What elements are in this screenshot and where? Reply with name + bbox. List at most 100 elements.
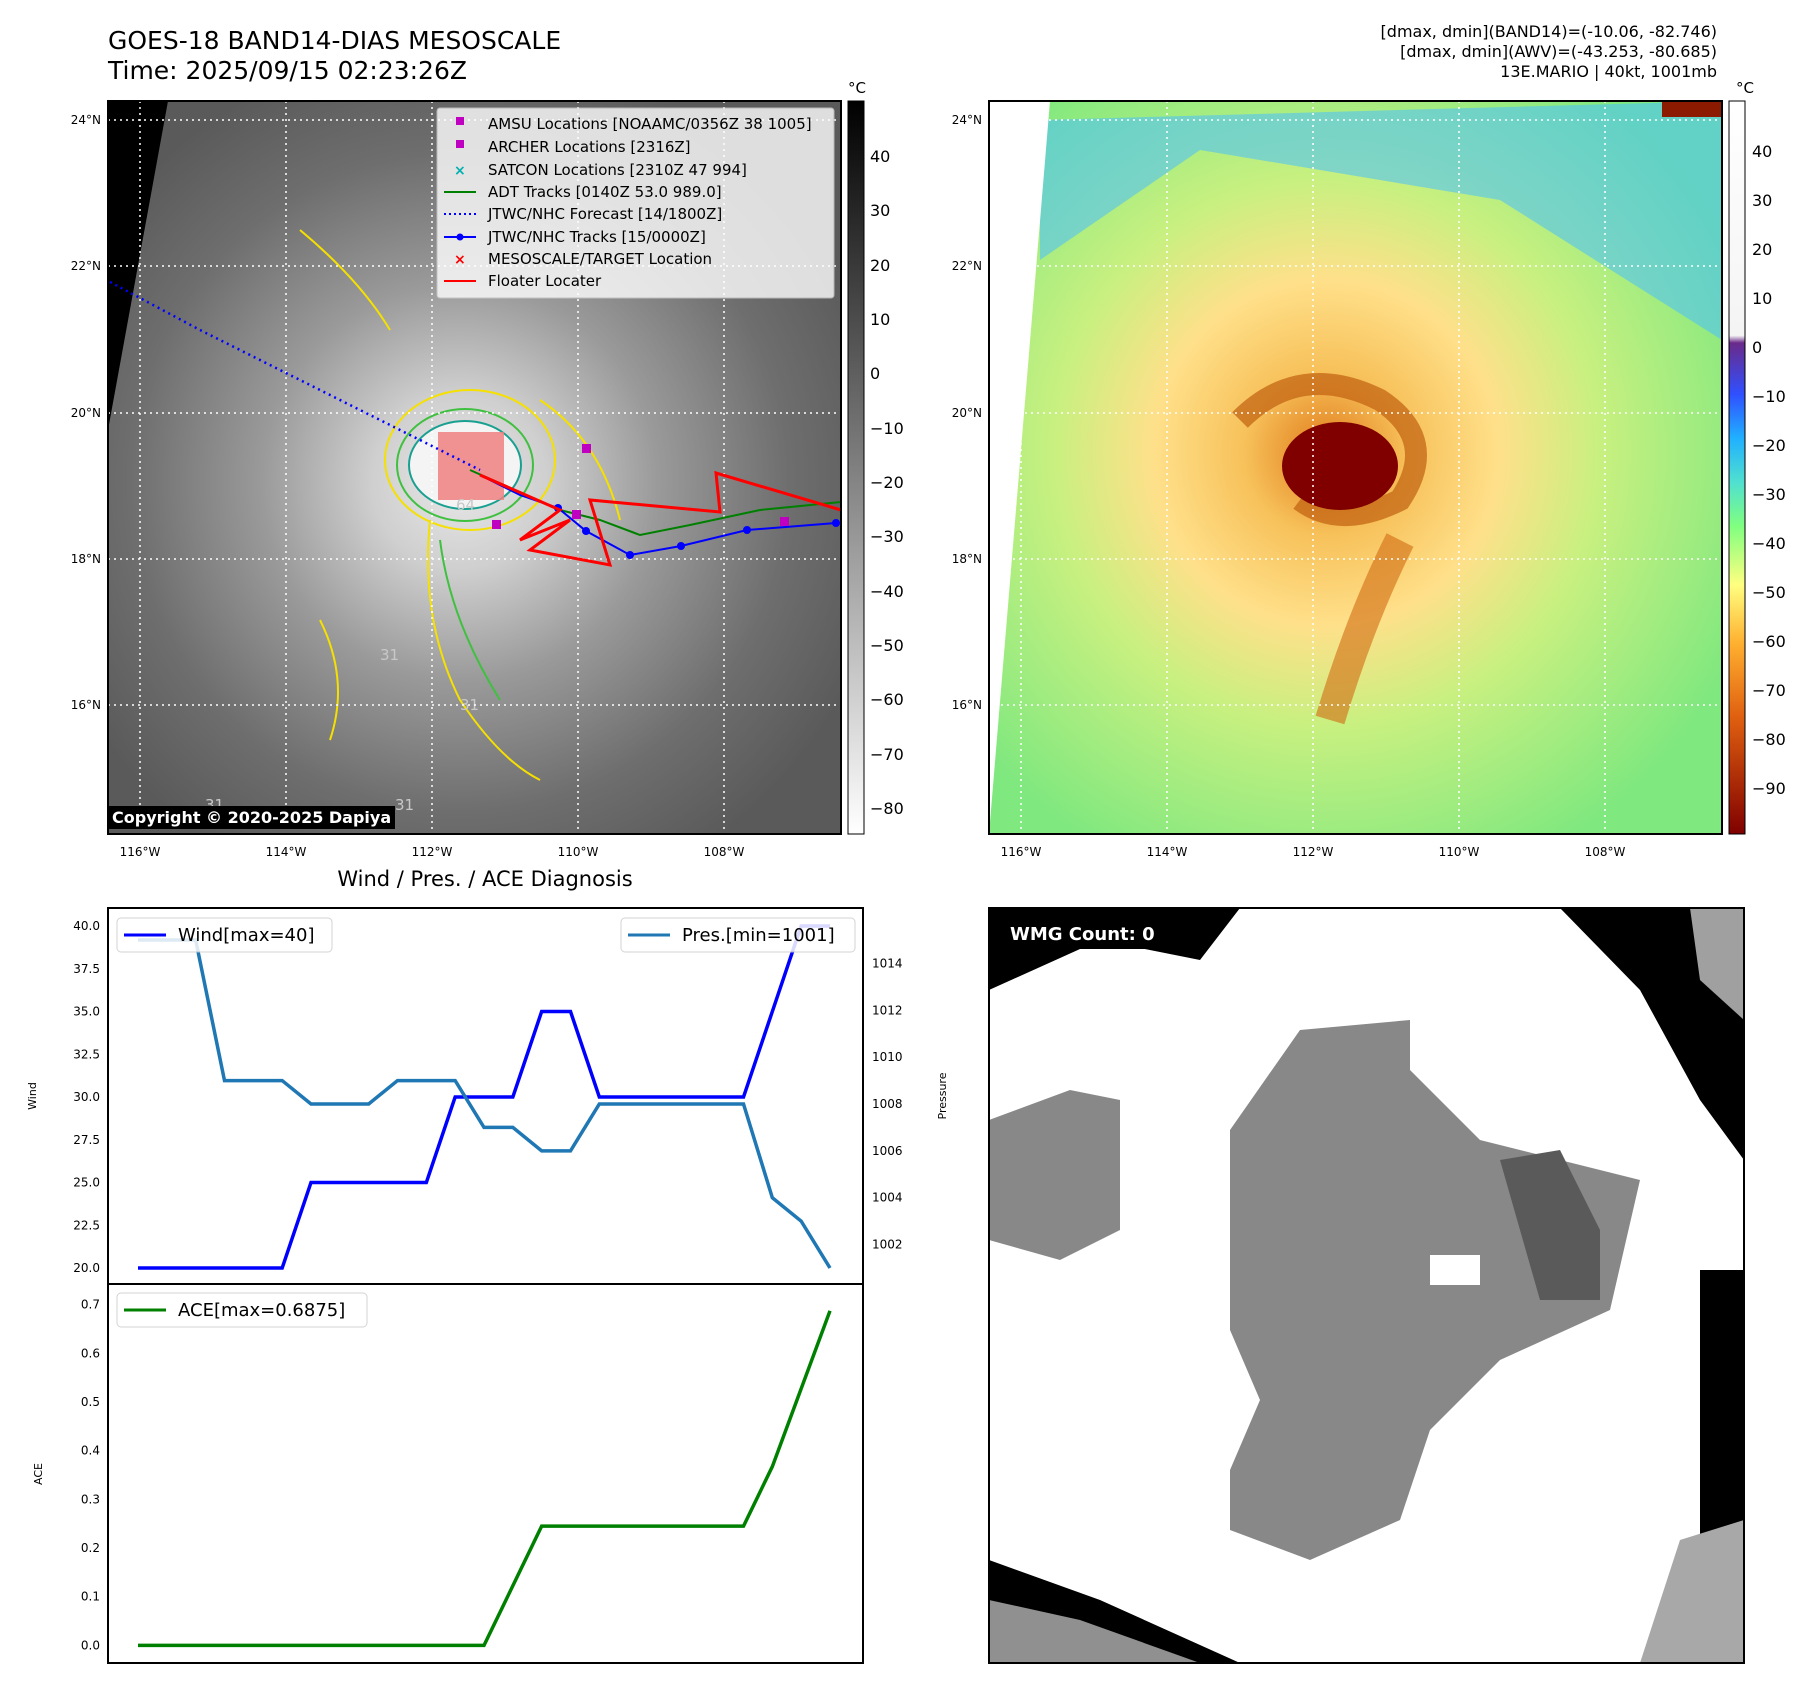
- wind-ytick: 40.0: [73, 919, 100, 933]
- awv-cbar-tick: −60: [1752, 632, 1786, 651]
- wmg-frame: [988, 907, 1745, 1664]
- wmg-dark-core: [1500, 1150, 1600, 1300]
- ir-cbar-tick: −20: [870, 473, 904, 492]
- awv-cbar-tick: −70: [1752, 681, 1786, 700]
- wind-legend: [116, 917, 333, 953]
- awv-lat-label: 20°N: [952, 406, 982, 420]
- awv-eye-cold: [1282, 422, 1398, 510]
- ir-legend: [436, 107, 835, 299]
- pressure-ytick: 1006: [872, 1144, 903, 1158]
- pressure-series-line: [138, 938, 832, 1269]
- legend-archer: ARCHER Locations [2316Z]: [488, 138, 691, 156]
- ace-ytick: 0.7: [81, 1298, 100, 1312]
- dmax-awv: [dmax, dmin](AWV)=(-43.253, -80.685): [1400, 42, 1717, 61]
- amsu-marker: [456, 117, 464, 125]
- legend-target: MESOSCALE/TARGET Location: [488, 250, 712, 268]
- legend-floater: Floater Locater: [488, 272, 602, 290]
- awv-lat-label: 24°N: [952, 113, 982, 127]
- wind-series-line: [138, 924, 830, 1270]
- pressure-ytick: 1008: [872, 1097, 903, 1111]
- title-line1: GOES-18 BAND14-DIAS MESOSCALE: [108, 26, 562, 55]
- awv-frame: [988, 100, 1723, 835]
- wmg-count-badge: WMG Count: 0: [1002, 920, 1163, 949]
- wmg-gray-corner-tr: [1690, 908, 1744, 1020]
- ir-lon-label: 108°W: [704, 845, 745, 859]
- ir-cbar-tick: −70: [870, 745, 904, 764]
- awv-cbar-tick: 0: [1752, 338, 1762, 357]
- awv-lat-label: 18°N: [952, 552, 982, 566]
- awv-spiral-band: [1232, 373, 1427, 526]
- awv-cbar-tick: −10: [1752, 387, 1786, 406]
- jtwc-track: [479, 474, 837, 557]
- ir-lat-label: 24°N: [71, 113, 101, 127]
- wind-legend-label: Wind[max=40]: [178, 925, 315, 946]
- legend-satcon: SATCON Locations [2310Z 47 994]: [488, 161, 747, 179]
- pressure-ytick: 1004: [872, 1191, 903, 1205]
- ir-lat-label: 18°N: [71, 552, 101, 566]
- pressure-ytick: 1014: [872, 956, 903, 970]
- ace-ytick: 0.6: [81, 1346, 100, 1360]
- ir-lat-label: 22°N: [71, 259, 101, 273]
- ir-cbar-tick: 40: [870, 147, 890, 166]
- pressure-yticks: 1014 1012 1010 1008 1006 1004 1002: [872, 956, 903, 1251]
- ir-lon-label: 112°W: [412, 845, 453, 859]
- awv-panel: °C 40 30 20 10 0 −10 −20 −30 −40 −50 −60…: [952, 79, 1786, 859]
- wmg-panel: [988, 907, 1745, 1664]
- awv-rain-band: [1315, 533, 1414, 725]
- ace-yticks: 0.7 0.6 0.5 0.4 0.3 0.2 0.1 0.0: [81, 1298, 100, 1653]
- awv-colorbar-ticks: 40 30 20 10 0 −10 −20 −30 −40 −50 −60 −7…: [1752, 142, 1786, 798]
- ace-legend-label: ACE[max=0.6875]: [178, 1300, 345, 1321]
- wmg-gray-corner-br: [1640, 1520, 1744, 1663]
- ir-cbar-tick: −60: [870, 690, 904, 709]
- ir-panel: 64 31 31 31 31: [71, 79, 904, 859]
- wind-ytick: 37.5: [73, 962, 100, 976]
- ir-cbar-tick: 10: [870, 310, 890, 329]
- wind-ytick: 32.5: [73, 1047, 100, 1061]
- title-line2: Time: 2025/09/15 02:23:26Z: [108, 56, 467, 85]
- legend-adt: ADT Tracks [0140Z 53.0 989.0]: [488, 183, 722, 201]
- ir-lat-label: 20°N: [71, 406, 101, 420]
- pressure-ytick: 1012: [872, 1003, 903, 1017]
- tracks-dot: [456, 233, 464, 241]
- ir-lon-label: 110°W: [558, 845, 599, 859]
- ir-cbar-tick: −30: [870, 527, 904, 546]
- wind-ytick: 22.5: [73, 1218, 100, 1232]
- archer-marker: [456, 140, 464, 148]
- diagnosis-title: Wind / Pres. / ACE Diagnosis: [337, 867, 632, 891]
- dmax-band14: [dmax, dmin](BAND14)=(-10.06, -82.746): [1380, 22, 1717, 41]
- ir-cbar-tick: −80: [870, 799, 904, 818]
- ace-ytick: 0.1: [81, 1590, 100, 1604]
- pressure-ytick: 1002: [872, 1238, 903, 1252]
- ir-cbar-tick: −10: [870, 419, 904, 438]
- ir-colorbar: [847, 100, 865, 835]
- legend-forecast: JTWC/NHC Forecast [14/1800Z]: [487, 205, 722, 223]
- awv-cbar-tick: −20: [1752, 436, 1786, 455]
- awv-cbar-tick: 20: [1752, 240, 1772, 259]
- pressure-ytick: 1010: [872, 1050, 903, 1064]
- awv-dry-region: [1040, 101, 1722, 340]
- awv-cbar-tick: 10: [1752, 289, 1772, 308]
- ace-ytick: 0.5: [81, 1395, 100, 1409]
- awv-colorbar: [1728, 100, 1746, 835]
- ace-legend: [116, 1292, 368, 1328]
- ir-cbar-tick: −50: [870, 636, 904, 655]
- ace-ytick: 0.2: [81, 1541, 100, 1555]
- wmg-dark-corner-tr: [1560, 908, 1744, 1160]
- jtwc-forecast-track: [109, 280, 481, 472]
- wind-pressure-chart: Wind / Pres. / ACE Diagnosis Wind Pressu…: [26, 867, 949, 1285]
- wind-ytick: 27.5: [73, 1133, 100, 1147]
- ir-cbar-tick: 30: [870, 201, 890, 220]
- ir-cbar-tick: 20: [870, 256, 890, 275]
- legend-amsu: AMSU Locations [NOAAMC/0356Z 38 1005]: [488, 115, 812, 133]
- awv-cbar-tick: −50: [1752, 583, 1786, 602]
- ir-frame: [107, 100, 842, 835]
- contour-label: 31: [395, 796, 414, 814]
- wind-ytick: 20.0: [73, 1261, 100, 1275]
- awv-lon-label: 116°W: [1001, 845, 1042, 859]
- ace-ytick: 0.0: [81, 1638, 100, 1652]
- floater-box: [438, 432, 504, 500]
- ace-series-line: [138, 1310, 832, 1648]
- awv-cbar-tick: −80: [1752, 730, 1786, 749]
- ace-ytick: 0.3: [81, 1492, 100, 1506]
